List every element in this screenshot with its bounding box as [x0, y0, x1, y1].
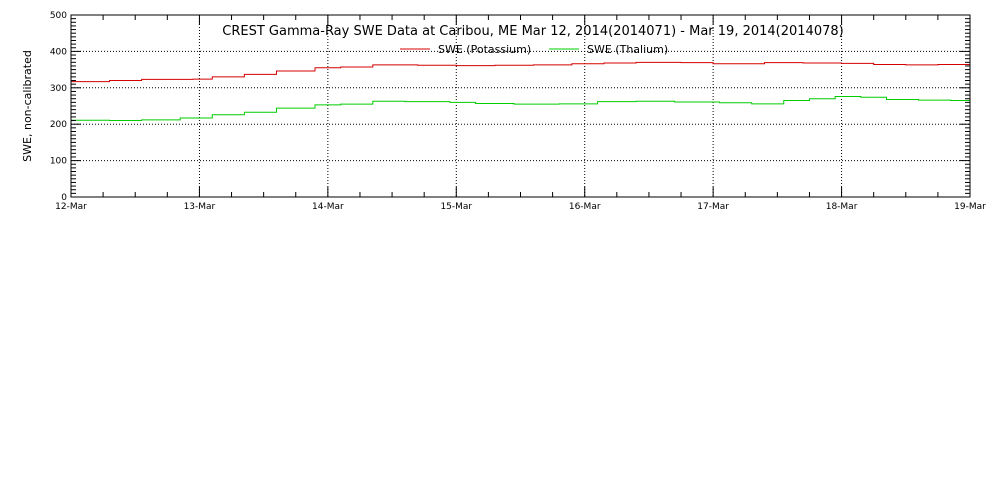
legend-label-thalium: SWE (Thalium) — [587, 43, 668, 56]
series-layer — [71, 61, 971, 122]
series-line-thalium — [71, 96, 971, 122]
x-tick-label: 19-Mar — [954, 202, 986, 212]
y-axis-title: SWE, non-calibrated — [21, 50, 34, 162]
y-tick-label: 300 — [50, 84, 67, 94]
grid-layer — [71, 15, 970, 197]
y-tick-label: 200 — [50, 120, 67, 130]
ticks-layer — [70, 14, 971, 198]
x-tick-label: 16-Mar — [569, 202, 601, 212]
x-tick-label: 13-Mar — [184, 202, 216, 212]
chart-title: CREST Gamma-Ray SWE Data at Caribou, ME … — [222, 24, 843, 39]
y-tick-label: 100 — [50, 157, 67, 167]
x-tick-label: 18-Mar — [826, 202, 858, 212]
y-tick-label: 400 — [50, 47, 67, 57]
x-tick-label: 17-Mar — [697, 202, 729, 212]
legend-label-potassium: SWE (Potassium) — [438, 43, 531, 56]
series-line-potassium — [71, 61, 971, 83]
y-tick-label: 0 — [61, 193, 67, 203]
x-tick-label: 15-Mar — [440, 202, 472, 212]
y-tick-label: 500 — [50, 11, 67, 21]
x-tick-label: 12-Mar — [55, 202, 87, 212]
legend: SWE (Potassium) SWE (Thalium) — [400, 43, 668, 56]
x-tick-label: 14-Mar — [312, 202, 344, 212]
labels-layer: 0 100 200 300 400 500 12-Mar 13-Mar 14-Mar 15-Mar… — [50, 11, 986, 212]
